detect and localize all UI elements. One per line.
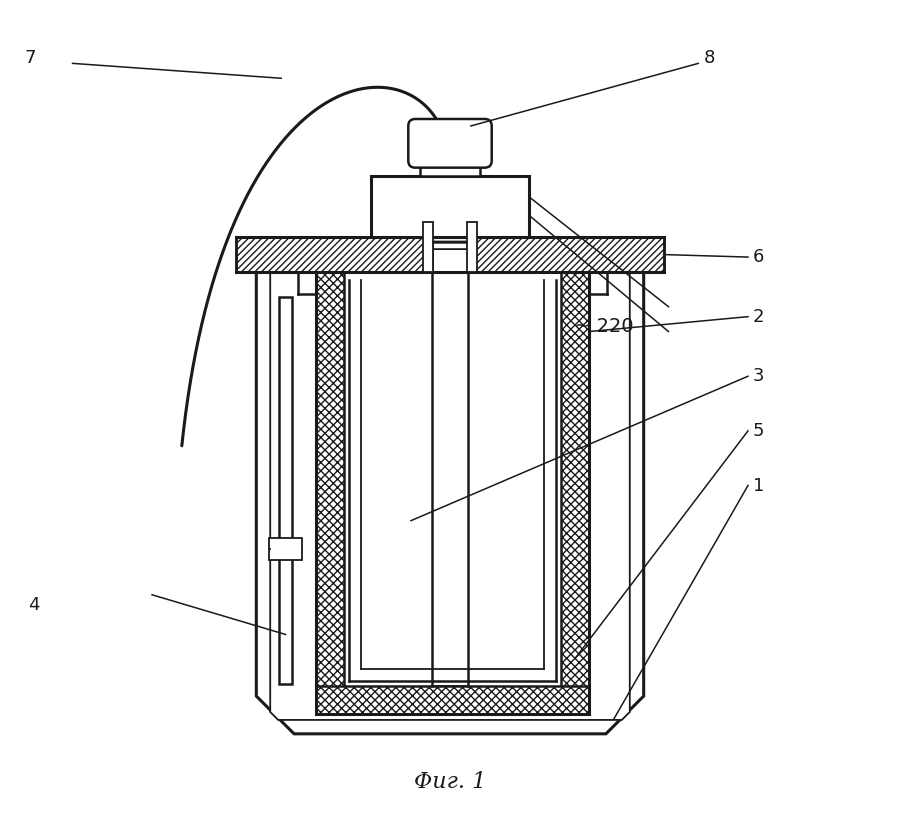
Text: 3: 3 [753,368,764,385]
Text: 2: 2 [753,307,764,325]
Text: Φиг. 1: Φиг. 1 [414,771,486,792]
Bar [279,297,292,684]
Bar [316,686,590,714]
Text: 7: 7 [25,50,36,68]
Bar [467,222,477,272]
Bar [269,538,302,559]
Text: 8: 8 [703,50,715,68]
Polygon shape [270,249,630,720]
Bar [371,176,529,237]
Bar [237,237,432,272]
Bar [423,222,433,272]
Text: ~ 220: ~ 220 [574,317,634,336]
Text: 1: 1 [753,477,764,495]
Bar [562,272,590,714]
Polygon shape [256,242,644,733]
Text: 4: 4 [28,596,40,614]
Text: 5: 5 [753,422,764,440]
Text: 6: 6 [753,248,764,266]
Bar [420,158,480,176]
Bar [316,272,344,714]
Bar [468,237,663,272]
FancyBboxPatch shape [409,119,491,168]
